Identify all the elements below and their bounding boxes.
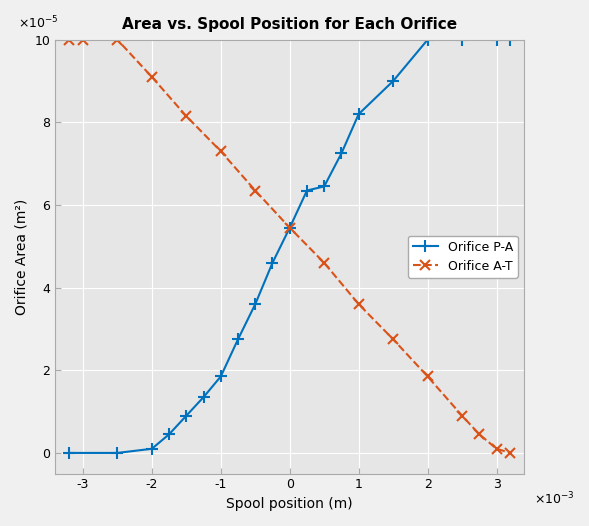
Orifice P-A [493, 36, 500, 43]
Orifice P-A [424, 36, 431, 43]
Orifice A-T [424, 373, 431, 380]
Title: Area vs. Spool Position for Each Orifice: Area vs. Spool Position for Each Orifice [122, 17, 457, 32]
Orifice A-T [507, 450, 514, 456]
Orifice P-A [148, 446, 155, 452]
Orifice P-A [200, 394, 207, 400]
Legend: Orifice P-A, Orifice A-T: Orifice P-A, Orifice A-T [408, 236, 518, 278]
Orifice P-A [355, 111, 362, 117]
Orifice P-A [459, 36, 466, 43]
Orifice P-A [303, 187, 310, 194]
Orifice A-T [286, 225, 293, 231]
Orifice P-A [65, 450, 72, 456]
Orifice A-T [65, 36, 72, 43]
Line: Orifice P-A: Orifice P-A [64, 34, 516, 459]
Line: Orifice A-T: Orifice A-T [64, 35, 515, 458]
Orifice A-T [80, 36, 87, 43]
Orifice P-A [234, 336, 241, 342]
Orifice P-A [166, 431, 173, 438]
Orifice P-A [217, 373, 224, 380]
Orifice A-T [476, 431, 483, 438]
Orifice A-T [183, 113, 190, 119]
X-axis label: Spool position (m): Spool position (m) [226, 497, 353, 511]
Orifice P-A [252, 301, 259, 307]
Orifice A-T [320, 260, 327, 266]
Orifice P-A [183, 412, 190, 419]
Orifice A-T [355, 301, 362, 307]
Orifice P-A [507, 36, 514, 43]
Text: $\times10^{-3}$: $\times10^{-3}$ [534, 491, 574, 508]
Orifice A-T [459, 412, 466, 419]
Orifice P-A [286, 225, 293, 231]
Text: $\times10^{-5}$: $\times10^{-5}$ [18, 14, 58, 31]
Orifice P-A [389, 78, 396, 84]
Orifice A-T [217, 148, 224, 155]
Orifice P-A [320, 183, 327, 189]
Orifice A-T [493, 446, 500, 452]
Orifice P-A [114, 450, 121, 456]
Orifice P-A [338, 150, 345, 157]
Y-axis label: Orifice Area (m²): Orifice Area (m²) [15, 198, 29, 315]
Orifice A-T [114, 36, 121, 43]
Orifice A-T [252, 187, 259, 194]
Orifice P-A [269, 260, 276, 266]
Orifice A-T [148, 74, 155, 80]
Orifice A-T [389, 336, 396, 342]
